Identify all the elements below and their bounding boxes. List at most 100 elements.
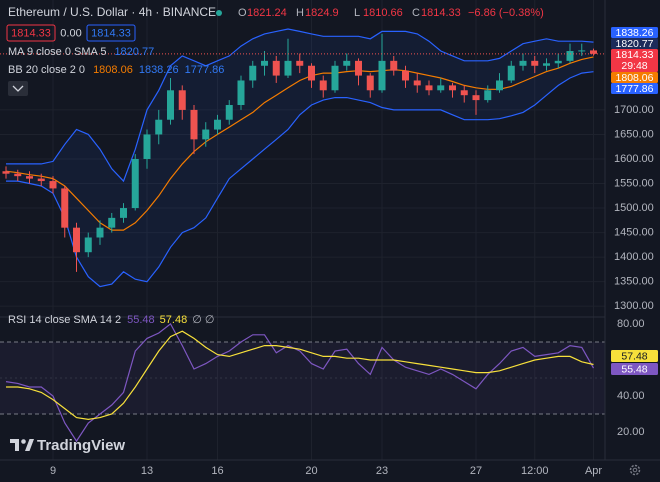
candle-body (496, 80, 503, 91)
candle-body (355, 60, 362, 76)
plot (0, 28, 605, 443)
ohlc-value: 1824.9 (305, 7, 339, 19)
price-label: 1814.33 (616, 49, 654, 61)
rsi-line (6, 330, 594, 421)
candle-body (484, 90, 492, 101)
candle-body (472, 95, 480, 101)
candle-body (343, 60, 351, 66)
price-label-box (611, 27, 658, 38)
logo[interactable]: TradingView (10, 437, 125, 454)
rsi-value-box (611, 350, 658, 362)
rsi-legend-value: 57.48 (160, 314, 188, 326)
rsi-legend-value: 55.48 (127, 314, 155, 326)
candle-body (73, 227, 80, 253)
candle-body (61, 188, 69, 228)
candle-body (272, 60, 280, 76)
axes: 9 13 16 20 23 27 12:00 Apr 1300.00 1350.00 1400.00… (8, 27, 658, 477)
price-label-box (611, 49, 658, 72)
price-label: 1808.06 (616, 72, 654, 84)
y-tick-label: 1600.00 (614, 153, 654, 165)
y-tick-label: 1400.00 (614, 251, 654, 263)
candle-body (14, 173, 22, 177)
candle-body (96, 227, 104, 238)
indicator-value: 1808.06 (93, 64, 133, 76)
indicator-value: 1777.86 (185, 64, 225, 76)
candle-body (578, 50, 586, 52)
candle-body (531, 60, 539, 66)
candle-body (449, 85, 456, 91)
rsi-value-label: 55.48 (621, 363, 647, 375)
rsi-value-label: 57.48 (621, 350, 647, 362)
brand[interactable]: TradingView (37, 437, 125, 454)
collapse-icon[interactable] (12, 85, 24, 92)
candle-body (390, 60, 398, 71)
candle-body (366, 75, 374, 91)
y-tick-label: 1550.00 (614, 177, 654, 189)
price-label: 1838.26 (616, 27, 654, 39)
overlay-line (6, 71, 594, 288)
grid (0, 0, 605, 460)
candle-body (120, 208, 127, 218)
ohlc: O 1821.24 H 1824.9 L 1810.66 C 1814.33 −6.86 (−0… (238, 7, 544, 19)
y-tick-label: 1300.00 (614, 300, 654, 312)
x-tick-label: 13 (141, 465, 153, 477)
settings-icon[interactable] (629, 464, 641, 476)
candle-body (519, 60, 527, 66)
x-tick-label: 9 (50, 465, 56, 477)
ohlc-value: 1814.33 (421, 7, 461, 19)
x-tick-label: 27 (470, 465, 482, 477)
y-tick-label: 1450.00 (614, 226, 654, 238)
x-tick-label: 20 (305, 465, 317, 477)
candle-body (296, 60, 304, 66)
collapse-button[interactable] (8, 81, 28, 96)
candle-body (178, 90, 186, 110)
candle-body (378, 60, 386, 91)
candle-body (143, 134, 151, 159)
rsi-legend-label: RSI 14 close SMA 14 2 (8, 314, 121, 326)
indicator-value: 1838.26 (139, 64, 179, 76)
price-label-box (611, 38, 658, 49)
candle-body (331, 65, 339, 91)
market-status (216, 10, 222, 16)
price-label: 1777.86 (616, 83, 654, 95)
ask-box[interactable] (86, 24, 136, 42)
overlay-line (5, 56, 594, 231)
bid-box[interactable] (6, 24, 56, 42)
rsi-legend-suffix: ∅ ∅ (192, 314, 214, 326)
symbol-title: Ethereum / U.S. Dollar · 4h · BINANCE (8, 5, 216, 19)
candle-body (167, 90, 174, 120)
x-tick-label: 23 (376, 465, 388, 477)
candle-body (543, 63, 550, 66)
x-tick-label: 12:00 (521, 465, 549, 477)
candle-body (590, 50, 597, 54)
candle-body (214, 119, 221, 130)
candle-body (507, 65, 515, 81)
candle-body (554, 60, 562, 64)
ask[interactable]: 1814.33 (91, 27, 131, 39)
price-label-box (611, 83, 658, 94)
candle-body (155, 119, 163, 135)
candle-body (308, 65, 315, 81)
candle-body (131, 158, 139, 209)
rsi-tick-label: 80.00 (617, 318, 645, 330)
x-tick-label: 16 (211, 465, 223, 477)
spread: 0.00 (60, 27, 81, 39)
rsi-tick-label: 40.00 (617, 390, 645, 402)
candle-body (237, 80, 245, 106)
rsi-line (5, 322, 595, 443)
rsi-tick-label: 20.00 (617, 426, 645, 438)
candle-body (566, 51, 574, 61)
rsi-value-box (611, 363, 658, 375)
ohlc-label: C (412, 7, 420, 19)
countdown: 29:48 (621, 60, 647, 72)
bid[interactable]: 1814.33 (11, 27, 51, 39)
candle-body (84, 237, 92, 253)
candle-body (190, 109, 198, 140)
candle-body (108, 217, 116, 228)
price-label-box (611, 72, 658, 83)
candle-body (319, 80, 327, 91)
y-tick-label: 1700.00 (614, 104, 654, 116)
candle-body (225, 105, 233, 120)
